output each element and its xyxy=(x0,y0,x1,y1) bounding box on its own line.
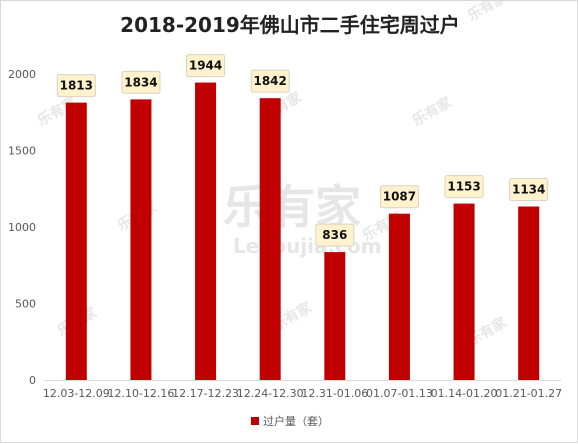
data-label: 1834 xyxy=(124,75,157,89)
data-label-box xyxy=(250,69,290,93)
bar xyxy=(518,206,540,380)
y-tick-label: 0 xyxy=(29,374,36,387)
data-label: 1813 xyxy=(60,79,93,93)
x-tick-label: 01.07-01.13 xyxy=(366,387,433,400)
axes: 050010001500200012.03-12.0912.10-12.1612… xyxy=(8,68,562,400)
data-label: 1134 xyxy=(512,182,545,196)
data-label-box xyxy=(444,175,484,199)
data-labels: 1813 1834 1944 1842 836 1087 1153 1134 xyxy=(56,54,549,247)
data-label-box xyxy=(186,54,226,78)
data-label: 1842 xyxy=(253,74,286,88)
data-label-box xyxy=(121,70,161,94)
bar xyxy=(259,98,281,380)
bar xyxy=(388,213,410,380)
data-label-box xyxy=(56,74,96,98)
legend-label: 过户量（套） xyxy=(263,415,329,428)
data-label-box xyxy=(315,223,355,247)
legend: 过户量（套） xyxy=(1,413,578,429)
data-label: 836 xyxy=(322,228,347,242)
bar xyxy=(195,82,217,381)
data-label-box xyxy=(509,177,549,201)
x-tick-label: 12.10-12.16 xyxy=(107,387,174,400)
bar xyxy=(130,99,152,380)
y-tick-label: 1500 xyxy=(8,145,36,158)
watermark-logo: 乐有家 xyxy=(410,93,456,129)
legend-swatch xyxy=(251,417,259,425)
bar xyxy=(65,102,87,381)
watermark-domain: Leyoujia.com xyxy=(233,234,382,258)
x-tick-label: 12.31-01.06 xyxy=(301,387,368,400)
x-tick-label: 12.24-12.30 xyxy=(237,387,304,400)
bar xyxy=(324,252,346,380)
x-tick-label: 12.17-12.23 xyxy=(172,387,239,400)
data-label: 1153 xyxy=(447,180,480,194)
bars xyxy=(65,82,540,381)
y-tick-label: 500 xyxy=(15,298,36,311)
y-tick-label: 2000 xyxy=(8,68,36,81)
bar xyxy=(453,203,475,380)
data-label: 1944 xyxy=(189,59,222,73)
x-tick-label: 01.21-01.27 xyxy=(495,387,562,400)
data-label-box xyxy=(379,185,419,209)
y-tick-label: 1000 xyxy=(8,221,36,234)
x-tick-label: 12.03-12.09 xyxy=(43,387,110,400)
chart-title: 2018-2019年佛山市二手住宅周过户 xyxy=(120,13,460,37)
data-label: 1087 xyxy=(383,190,416,204)
x-tick-label: 01.14-01.20 xyxy=(431,387,498,400)
watermark-logo: 乐有家 xyxy=(465,1,511,24)
